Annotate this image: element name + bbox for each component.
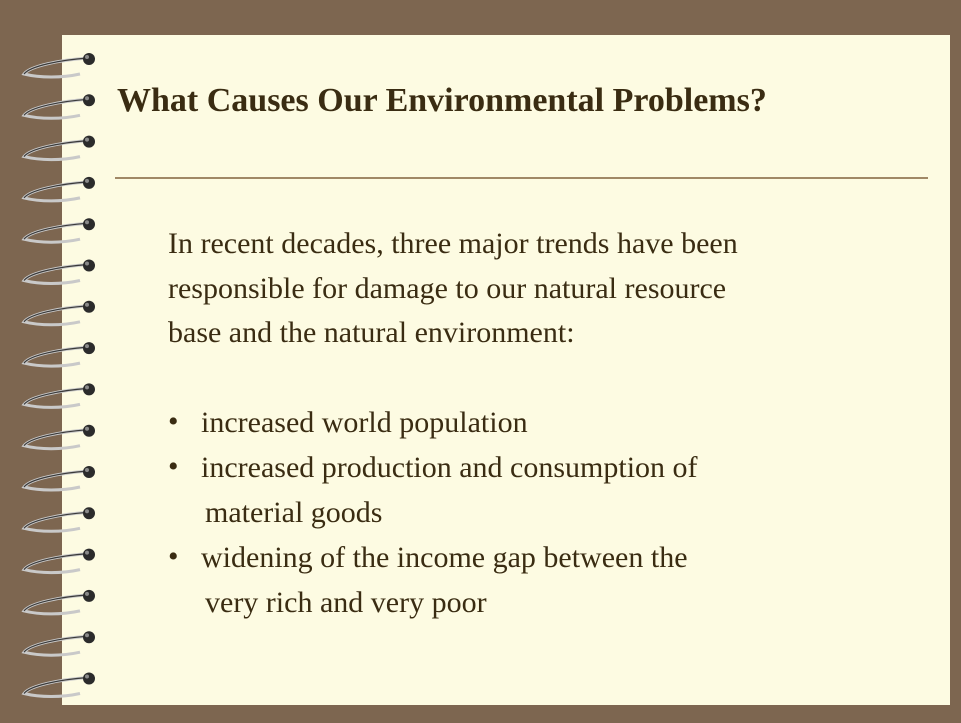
binding-hole (83, 590, 95, 602)
bullet-line: widening of the income gap between the (201, 535, 738, 580)
spiral-wire-shade (24, 347, 88, 363)
spiral-wire-shade (24, 430, 88, 446)
binding-hole-shine (85, 468, 89, 472)
bullet-dot: • (168, 400, 179, 445)
binding-hole-shine (85, 551, 89, 555)
slide-title: What Causes Our Environmental Problems? (117, 82, 767, 120)
spiral-wire-shade (24, 141, 88, 157)
title-rule (115, 177, 928, 179)
spiral-wire-shade (24, 554, 88, 570)
spiral-wire-shade (24, 512, 88, 528)
binding-hole-shine (85, 303, 89, 307)
spiral-wire-shade (24, 471, 88, 487)
bullet-list: •increased world population•increased pr… (168, 400, 738, 625)
intro-paragraph: In recent decades, three major trends ha… (168, 222, 738, 356)
binding-hole-shine (85, 55, 89, 59)
binding-hole-shine (85, 385, 89, 389)
binding-hole (83, 631, 95, 643)
spiral-wire-shade (24, 388, 88, 404)
binding-hole-shine (85, 592, 89, 596)
binding-hole-shine (85, 509, 89, 513)
binding-hole (83, 301, 95, 313)
binding-hole-shine (85, 96, 89, 100)
spiral-wire-shade (24, 182, 88, 198)
binding-hole-shine (85, 633, 89, 637)
spiral-wire-shade (24, 265, 88, 281)
bullet-line: increased production and consumption of (201, 445, 738, 490)
spiral-wire-shade (24, 58, 88, 74)
slide-screen: What Causes Our Environmental Problems? … (0, 0, 961, 723)
binding-hole (83, 466, 95, 478)
intro-line: base and the natural environment: (168, 311, 738, 356)
bullet-item: •increased production and consumption of… (168, 445, 738, 535)
binding-hole-shine (85, 344, 89, 348)
binding-hole (83, 383, 95, 395)
intro-line: responsible for damage to our natural re… (168, 267, 738, 312)
spiral-wire-shade (24, 678, 88, 694)
spiral-wire-shade (24, 223, 88, 239)
spiral-wire-shade (24, 595, 88, 611)
spiral-wire-shade (24, 636, 88, 652)
binding-hole-shine (85, 675, 89, 679)
binding-hole-shine (85, 179, 89, 183)
bullet-line: very rich and very poor (201, 580, 738, 625)
binding-hole (83, 136, 95, 148)
spiral-wire-shade (24, 99, 88, 115)
bullet-line: increased world population (201, 400, 738, 445)
binding-hole-shine (85, 427, 89, 431)
slide-body: In recent decades, three major trends ha… (168, 222, 738, 625)
binding-hole-shine (85, 220, 89, 224)
binding-hole (83, 94, 95, 106)
spiral-wire-shade (24, 306, 88, 322)
binding-hole (83, 549, 95, 561)
intro-line: In recent decades, three major trends ha… (168, 222, 738, 267)
binding-hole-shine (85, 262, 89, 266)
binding-hole-shine (85, 138, 89, 142)
binding-hole (83, 673, 95, 685)
binding-hole (83, 425, 95, 437)
bullet-dot: • (168, 445, 179, 490)
bullet-text: increased world population (168, 400, 738, 445)
binding-hole (83, 342, 95, 354)
bullet-item: • increased world population (168, 400, 738, 445)
bullet-dot: • (168, 535, 179, 580)
binding-hole (83, 53, 95, 65)
binding-hole (83, 260, 95, 272)
binding-hole (83, 507, 95, 519)
binding-hole (83, 177, 95, 189)
binding-hole (83, 218, 95, 230)
bullet-line: material goods (201, 490, 738, 535)
